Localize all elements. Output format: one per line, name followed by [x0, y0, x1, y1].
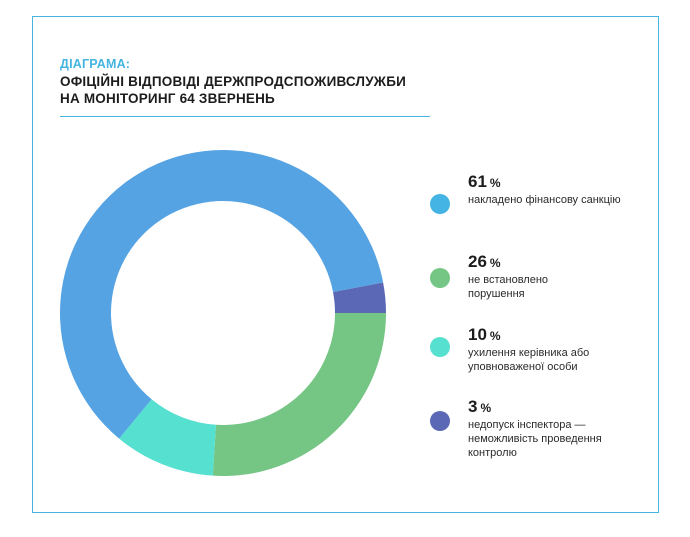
legend-unit-financial-sanction: %	[489, 176, 501, 190]
slice-financial-sanction	[59, 150, 384, 439]
slice-inspector-denied	[333, 282, 386, 313]
legend-label-inspector-denied: недопуск інспектора — неможливість прове…	[468, 419, 602, 459]
slice-no-violation	[212, 313, 386, 476]
chart-title-line-1: ОФІЦІЙНІ ВІДПОВІДІ ДЕРЖПРОДСПОЖИВСЛУЖБИ	[60, 74, 407, 89]
chart-frame	[32, 16, 659, 513]
legend-value-manager-evasion: 10	[468, 325, 487, 344]
legend-unit-inspector-denied: %	[480, 401, 492, 415]
legend-value-financial-sanction: 61	[468, 172, 487, 191]
legend-label-no-violation: не встановлено порушення	[468, 274, 549, 300]
legend-value-inspector-denied: 3	[468, 397, 478, 416]
legend-swatch-financial-sanction	[430, 194, 450, 214]
legend-swatch-no-violation	[430, 268, 450, 288]
legend-label-financial-sanction: накладено фінансову санкцію	[468, 194, 621, 206]
legend-unit-no-violation: %	[489, 256, 501, 270]
chart-title: ОФІЦІЙНІ ВІДПОВІДІ ДЕРЖПРОДСПОЖИВСЛУЖБИ …	[60, 73, 406, 107]
slice-manager-evasion	[119, 399, 216, 476]
legend-label-manager-evasion: ухилення керівника або уповноваженої осо…	[468, 347, 590, 373]
legend-unit-manager-evasion: %	[489, 329, 501, 343]
chart-title-line-2: НА МОНІТОРИНГ 64 ЗВЕРНЕНЬ	[60, 91, 275, 106]
legend-swatch-inspector-denied	[430, 411, 450, 431]
title-divider	[60, 116, 430, 117]
chart-eyebrow: ДІАГРАМА:	[60, 57, 131, 71]
legend-value-no-violation: 26	[468, 252, 487, 271]
legend-swatch-manager-evasion	[430, 337, 450, 357]
